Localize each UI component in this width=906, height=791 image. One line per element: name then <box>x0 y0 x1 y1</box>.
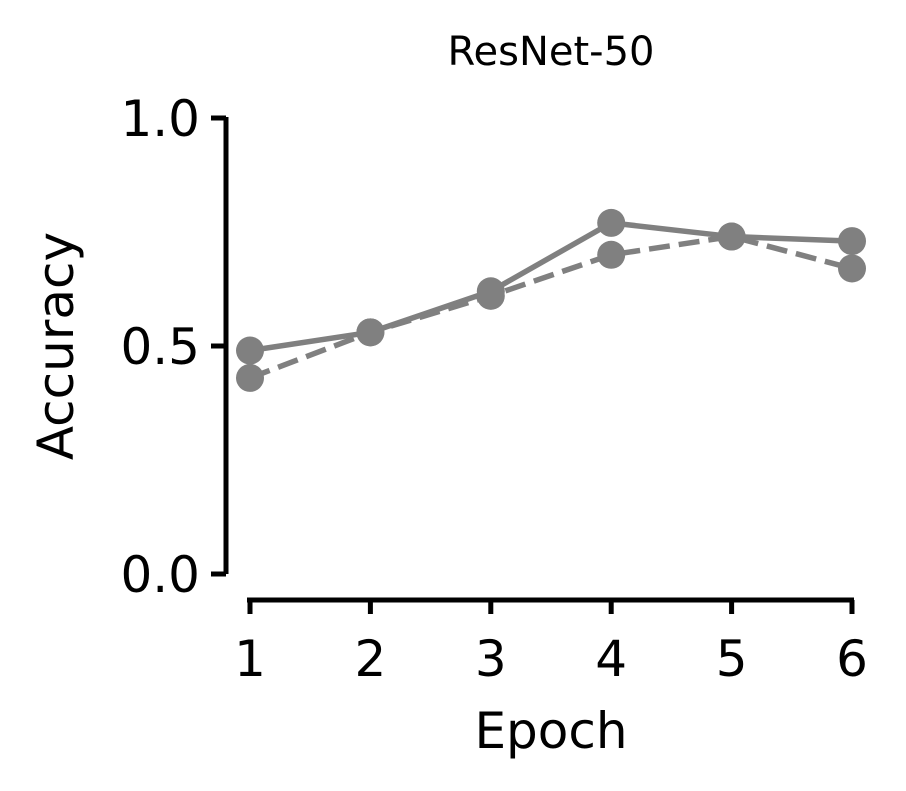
chart-title: ResNet-50 <box>448 29 655 75</box>
x-tick-label: 3 <box>475 630 507 688</box>
solid-series-point <box>717 222 746 251</box>
y-tick-label: 0.0 <box>120 546 200 604</box>
y-tick-label: 0.5 <box>120 318 200 376</box>
y-axis-title: Accuracy <box>27 232 85 460</box>
dashed-series-line <box>249 233 853 381</box>
x-axis-title: Epoch <box>474 702 627 760</box>
solid-series-line <box>249 220 853 354</box>
dashed-series-point <box>236 363 264 392</box>
solid-series-point <box>356 318 385 347</box>
x-tick-label: 1 <box>234 630 266 688</box>
x-tick-label: 6 <box>836 630 868 688</box>
solid-series-point <box>476 277 505 306</box>
y-tick-label: 1.0 <box>120 90 200 148</box>
series-layer <box>236 208 866 392</box>
solid-series-point <box>236 336 264 365</box>
solid-series-point <box>838 227 866 256</box>
x-tick-label: 2 <box>354 630 386 688</box>
y-ticks: 0.0 0.5 1.0 <box>120 90 226 604</box>
x-ticks: 1 2 3 4 5 6 <box>234 600 868 688</box>
dashed-series-point <box>838 254 866 283</box>
solid-series-point <box>597 208 626 237</box>
dashed-series-point <box>597 240 626 269</box>
x-tick-label: 4 <box>595 630 627 688</box>
x-tick-label: 5 <box>716 630 748 688</box>
